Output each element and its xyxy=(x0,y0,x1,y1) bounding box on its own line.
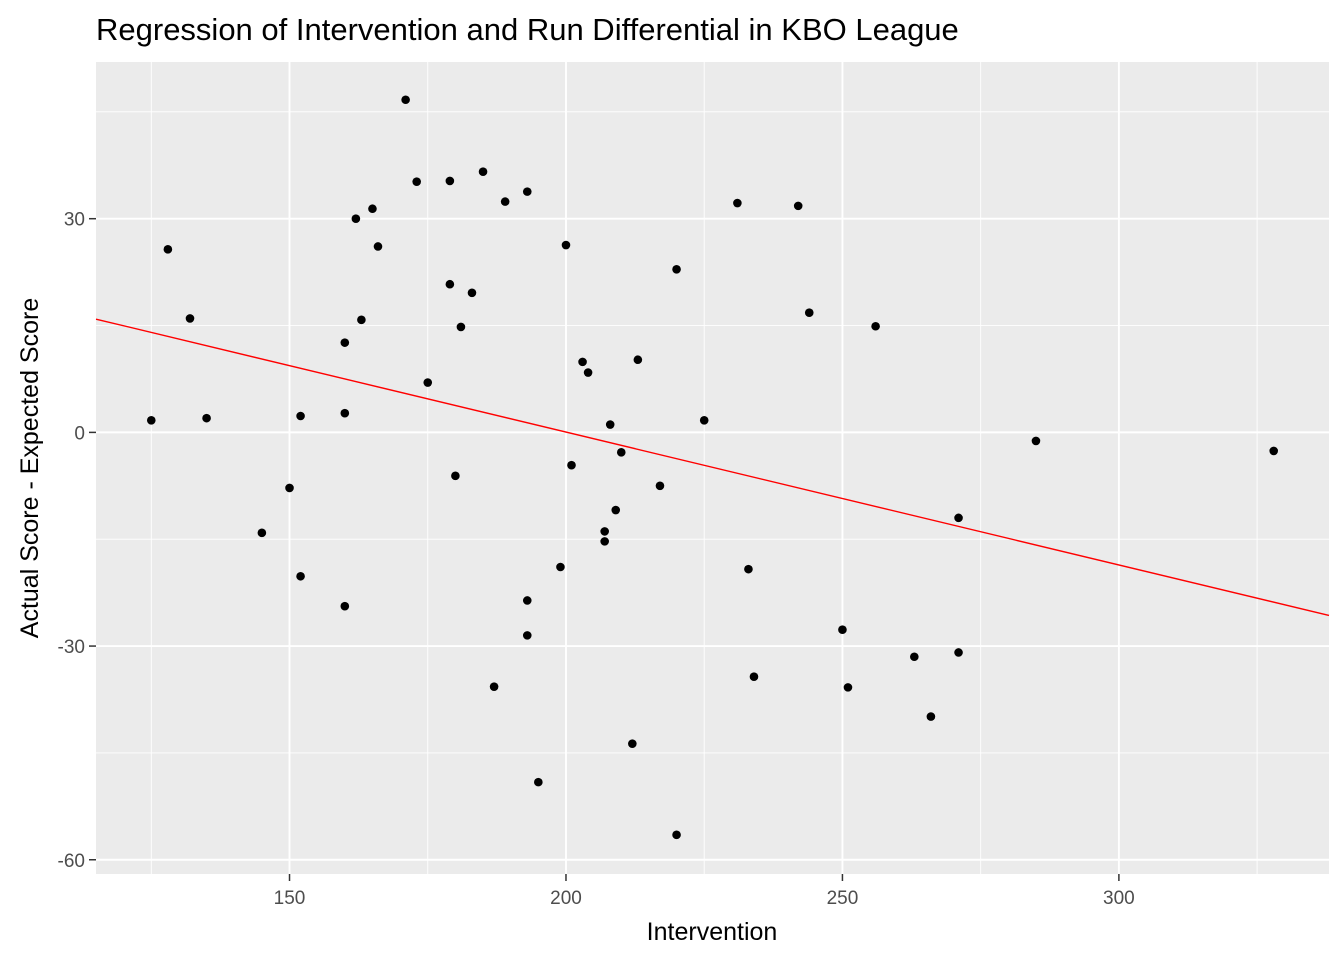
x-tick-label: 250 xyxy=(827,888,859,909)
data-point xyxy=(749,672,759,681)
data-point xyxy=(910,652,919,662)
data-points xyxy=(146,95,1279,840)
data-point xyxy=(578,357,587,367)
y-tick-label: 0 xyxy=(74,423,85,444)
chart-title: Regression of Intervention and Run Diffe… xyxy=(96,12,959,47)
data-point xyxy=(412,177,421,186)
data-point xyxy=(843,683,853,692)
minor-gridlines xyxy=(96,62,1329,874)
data-point xyxy=(373,242,383,251)
data-point xyxy=(401,95,410,105)
data-point xyxy=(699,415,709,425)
data-point xyxy=(954,648,963,657)
data-point xyxy=(655,481,665,491)
data-point xyxy=(522,187,532,196)
data-point xyxy=(340,408,350,418)
data-point xyxy=(926,712,936,721)
data-point xyxy=(285,483,294,493)
data-point xyxy=(672,830,681,840)
x-tick-label: 300 xyxy=(1103,888,1135,909)
data-point xyxy=(605,420,615,429)
data-point xyxy=(633,355,643,365)
data-point xyxy=(672,264,681,274)
data-point xyxy=(1031,436,1041,446)
data-point xyxy=(340,601,350,611)
data-point xyxy=(583,368,593,377)
data-point xyxy=(185,314,195,323)
data-point xyxy=(257,528,267,538)
major-gridlines xyxy=(96,62,1329,874)
x-axis-title: Intervention xyxy=(647,918,778,946)
data-point xyxy=(611,505,621,515)
regression-line xyxy=(95,318,1330,617)
data-point xyxy=(522,631,532,640)
data-point xyxy=(202,413,211,423)
data-point xyxy=(556,562,565,572)
data-point xyxy=(600,527,609,536)
data-point xyxy=(871,321,880,331)
data-point xyxy=(467,288,477,298)
data-point xyxy=(600,537,609,546)
data-point xyxy=(351,214,361,224)
y-tick-label: -60 xyxy=(58,851,85,872)
y-axis-title: Actual Score - Expected Score xyxy=(16,298,44,638)
data-point xyxy=(478,167,488,176)
data-point xyxy=(733,198,742,208)
data-point xyxy=(567,460,576,470)
x-tick-label: 150 xyxy=(274,888,306,909)
data-point xyxy=(423,378,433,387)
data-point xyxy=(500,197,510,206)
data-point xyxy=(744,564,753,574)
data-point xyxy=(451,471,460,481)
data-point xyxy=(522,596,532,605)
data-point xyxy=(456,322,466,332)
data-point xyxy=(1269,446,1279,456)
x-tick-label: 200 xyxy=(550,888,582,909)
data-point xyxy=(489,682,499,691)
data-point xyxy=(628,739,637,748)
data-point xyxy=(793,201,803,211)
data-point xyxy=(368,204,377,214)
data-point xyxy=(163,245,173,254)
data-point xyxy=(616,448,626,457)
data-point xyxy=(146,415,156,425)
data-point xyxy=(804,308,814,318)
data-point xyxy=(838,625,847,634)
y-axis-ticks: -60 -30 0 30 xyxy=(58,210,96,872)
data-point xyxy=(296,411,305,421)
y-tick-label: 30 xyxy=(64,210,85,231)
y-tick-label: -30 xyxy=(58,637,85,658)
data-point xyxy=(534,777,543,787)
data-point xyxy=(340,338,350,347)
data-point xyxy=(561,240,571,250)
x-axis-ticks: 150 200 250 300 xyxy=(274,874,1135,909)
data-point xyxy=(445,279,455,289)
data-point xyxy=(357,315,366,325)
data-point xyxy=(954,513,963,523)
data-point xyxy=(445,176,455,186)
data-point xyxy=(296,571,305,581)
